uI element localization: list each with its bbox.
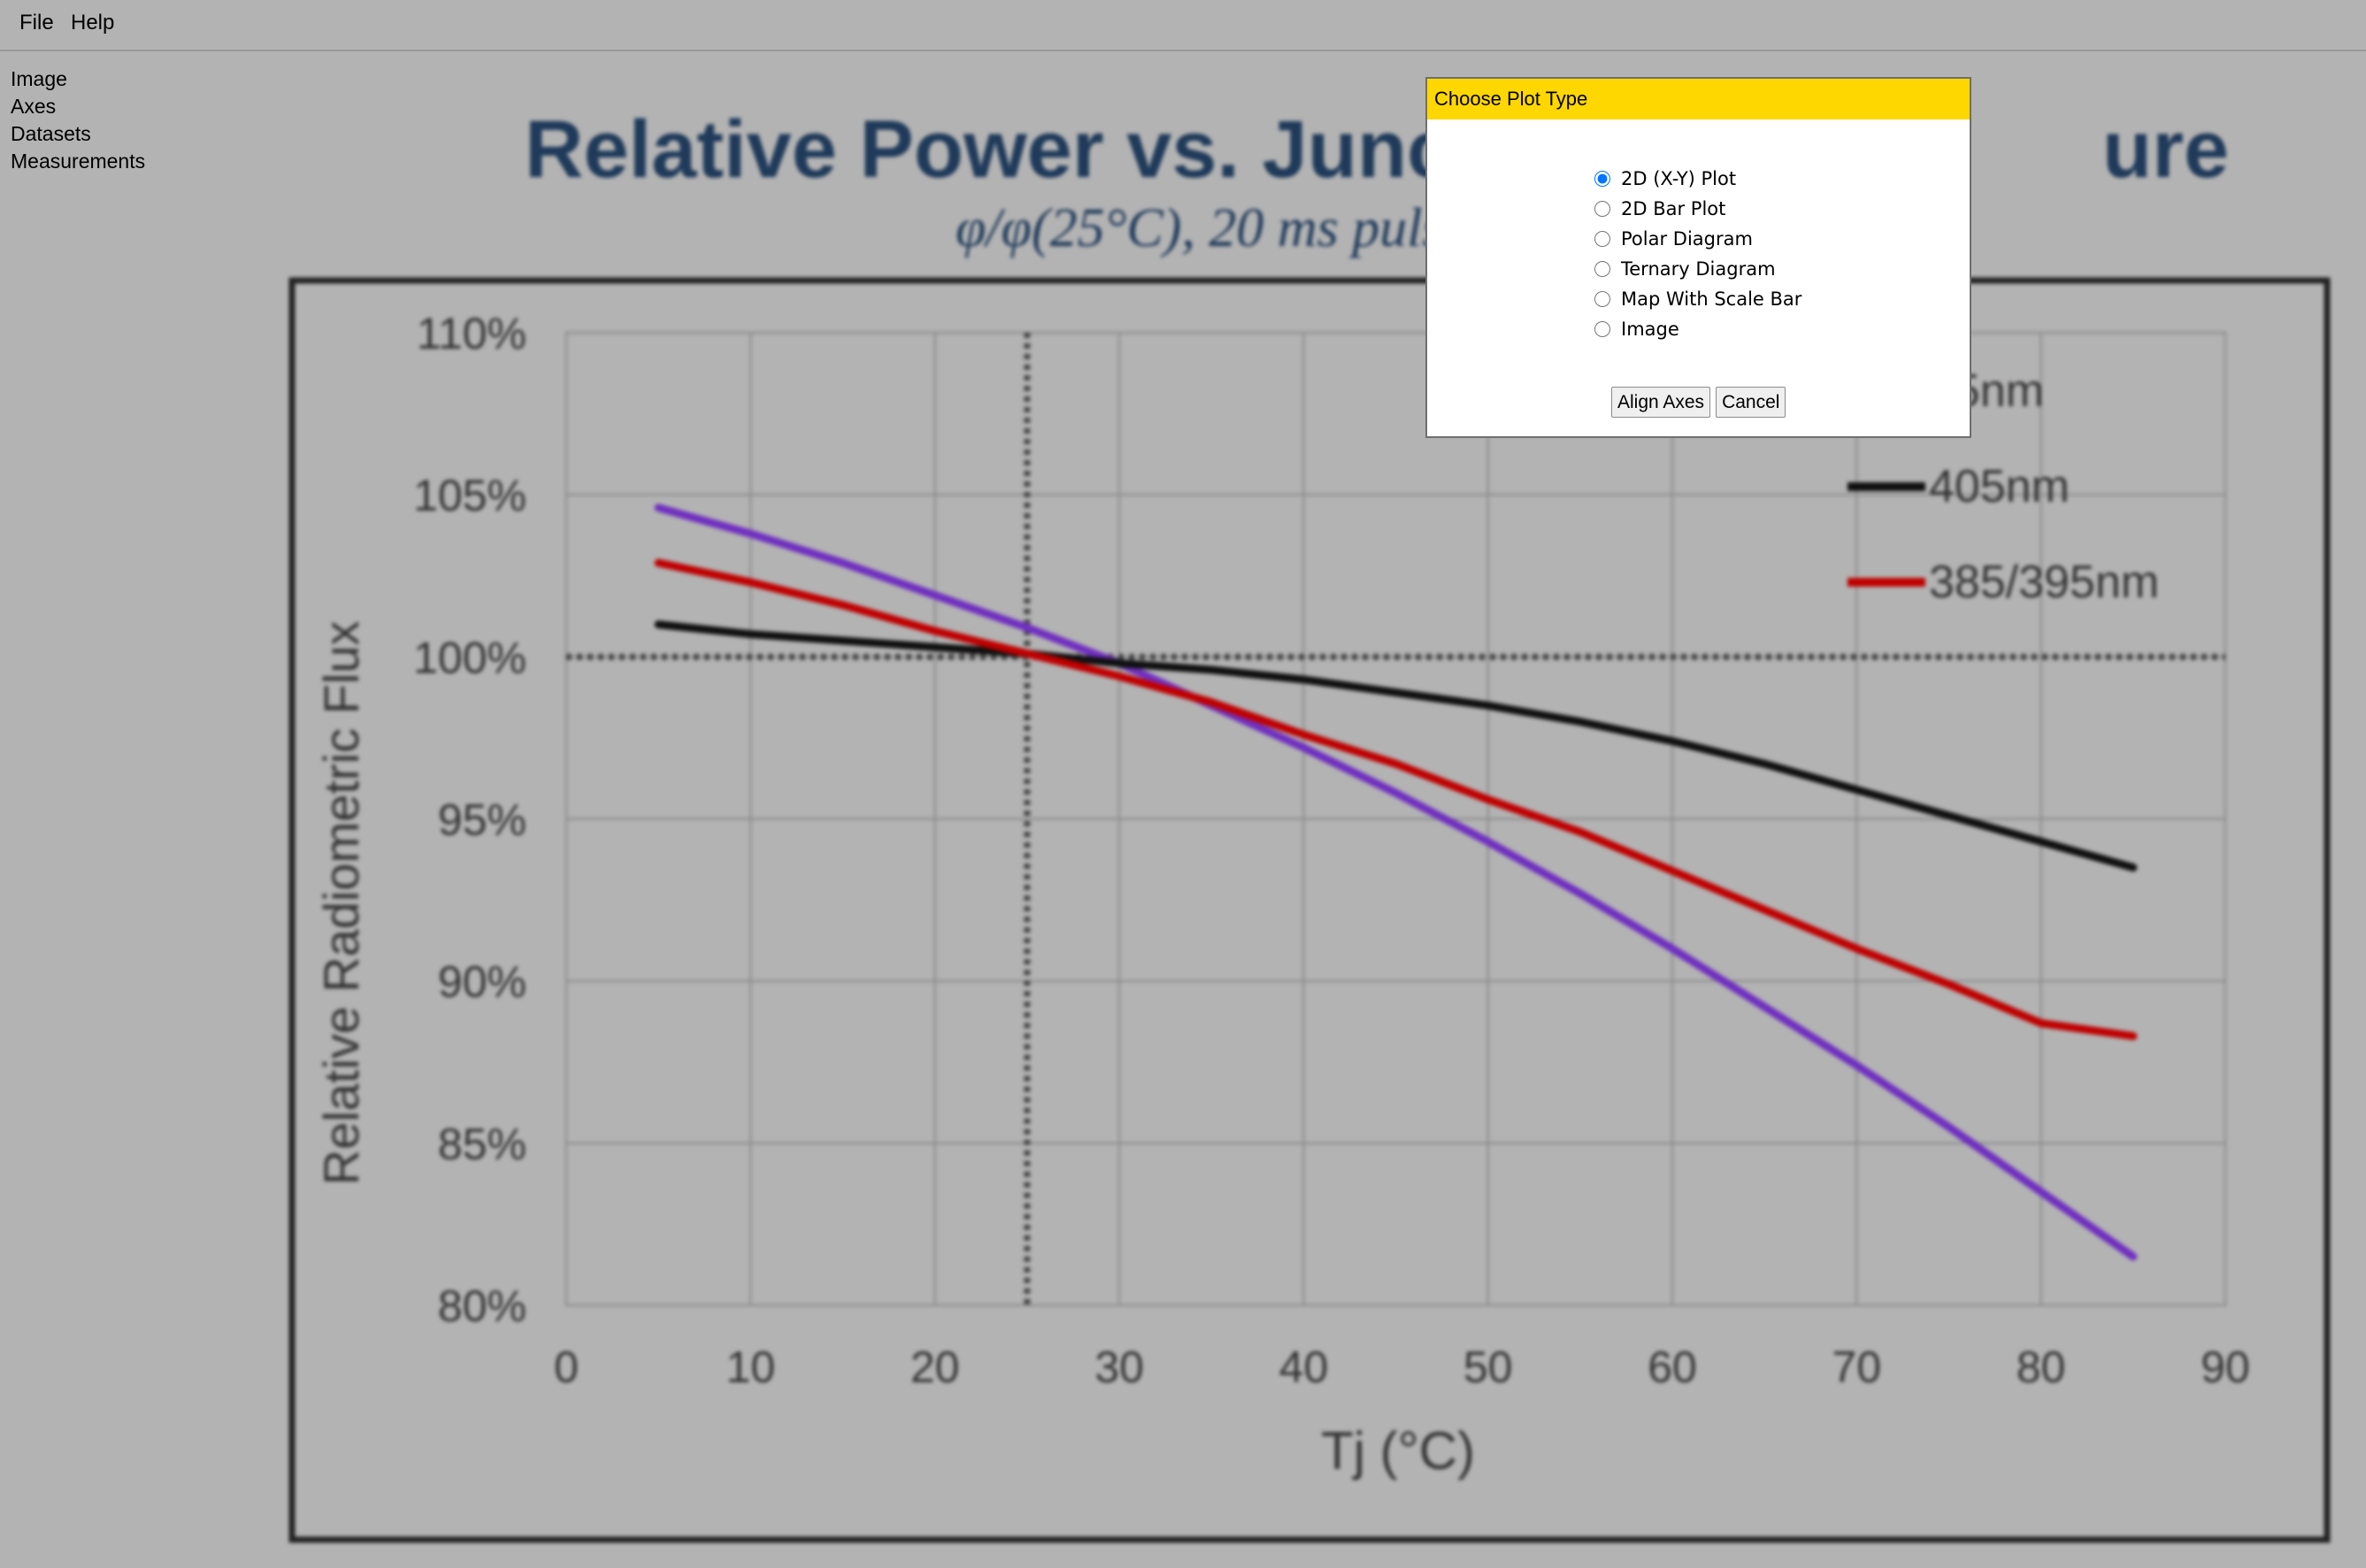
radio-image[interactable] <box>1594 321 1610 337</box>
menu-file[interactable]: File <box>19 11 54 35</box>
choose-plot-type-dialog: Choose Plot Type 2D (X-Y) Plot 2D Bar Pl… <box>1425 77 1971 438</box>
plot-image-canvas[interactable]: Relative Power vs. Junc ure φ/φ(25°C), 2… <box>274 88 2362 1568</box>
option-label: Image <box>1621 319 1679 340</box>
chart-frame <box>288 277 2331 1543</box>
x-tick-label: 40 <box>1279 1342 1329 1392</box>
sidebar-item-measurements[interactable]: Measurements <box>11 150 146 173</box>
y-tick-label: 105% <box>413 471 526 520</box>
x-tick-label: 30 <box>1095 1342 1144 1392</box>
radio-ternary-diagram[interactable] <box>1594 261 1610 277</box>
cancel-button[interactable]: Cancel <box>1716 387 1786 418</box>
option-image[interactable]: Image <box>1594 314 1801 344</box>
option-label: Polar Diagram <box>1621 228 1753 250</box>
x-tick-label: 50 <box>1463 1342 1513 1392</box>
x-tick-label: 10 <box>726 1342 776 1392</box>
legend-label: 405nm <box>1929 461 2070 512</box>
option-label: 2D Bar Plot <box>1621 198 1726 219</box>
dialog-buttons: Align Axes Cancel <box>1611 387 1786 418</box>
radio-map-with-scale-bar[interactable] <box>1594 291 1610 307</box>
chart-subtitle: φ/φ(25°C), 20 ms puls <box>956 198 1444 258</box>
x-tick-label: 70 <box>1832 1342 1882 1392</box>
y-tick-label: 85% <box>438 1119 526 1169</box>
menu-bar: File Help <box>0 0 2366 51</box>
series-line-0 <box>654 503 2138 1261</box>
option-map-with-scale-bar[interactable]: Map With Scale Bar <box>1594 284 1801 314</box>
x-axis-label: Tj (°C) <box>1321 1421 1475 1480</box>
y-tick-label: 110% <box>417 309 526 358</box>
menu-help[interactable]: Help <box>71 11 115 35</box>
option-polar-diagram[interactable]: Polar Diagram <box>1594 224 1801 254</box>
chart-image: Relative Power vs. Junc ure φ/φ(25°C), 2… <box>288 104 2331 1543</box>
option-label: Ternary Diagram <box>1621 258 1776 280</box>
x-tick-label: 0 <box>554 1342 579 1392</box>
option-label: Map With Scale Bar <box>1621 288 1802 310</box>
sidebar-item-datasets[interactable]: Datasets <box>11 122 91 145</box>
sidebar: Image Axes Datasets Measurements <box>11 65 145 175</box>
series-line-1 <box>654 620 2138 872</box>
y-tick-label: 100% <box>413 633 526 682</box>
radio-2d-xy-plot[interactable] <box>1594 171 1610 187</box>
plot-type-radio-group: 2D (X-Y) Plot 2D Bar Plot Polar Diagram … <box>1594 164 1801 344</box>
sidebar-item-image[interactable]: Image <box>11 67 67 90</box>
x-tick-label: 90 <box>2201 1342 2250 1392</box>
chart-title-tail: ure <box>2102 104 2229 195</box>
x-tick-label: 20 <box>910 1342 960 1392</box>
radio-polar-diagram[interactable] <box>1594 231 1610 247</box>
y-tick-label: 80% <box>438 1281 526 1331</box>
sidebar-item-axes[interactable]: Axes <box>11 95 57 118</box>
radio-2d-bar-plot[interactable] <box>1594 201 1610 217</box>
x-tick-label: 60 <box>1648 1342 1697 1392</box>
dialog-title: Choose Plot Type <box>1427 79 1970 119</box>
align-axes-button[interactable]: Align Axes <box>1611 387 1711 418</box>
chart-title: Relative Power vs. Junc <box>525 104 1452 195</box>
option-2d-xy-plot[interactable]: 2D (X-Y) Plot <box>1594 164 1801 194</box>
legend-label: 385/395nm <box>1929 557 2159 608</box>
option-ternary-diagram[interactable]: Ternary Diagram <box>1594 254 1801 284</box>
y-axis-label: Relative Radiometric Flux <box>313 621 369 1186</box>
y-tick-label: 95% <box>438 796 526 845</box>
y-tick-label: 90% <box>438 957 526 1007</box>
series-line-2 <box>654 558 2138 1041</box>
option-label: 2D (X-Y) Plot <box>1621 168 1737 189</box>
option-2d-bar-plot[interactable]: 2D Bar Plot <box>1594 194 1801 224</box>
x-tick-label: 80 <box>2016 1342 2066 1392</box>
